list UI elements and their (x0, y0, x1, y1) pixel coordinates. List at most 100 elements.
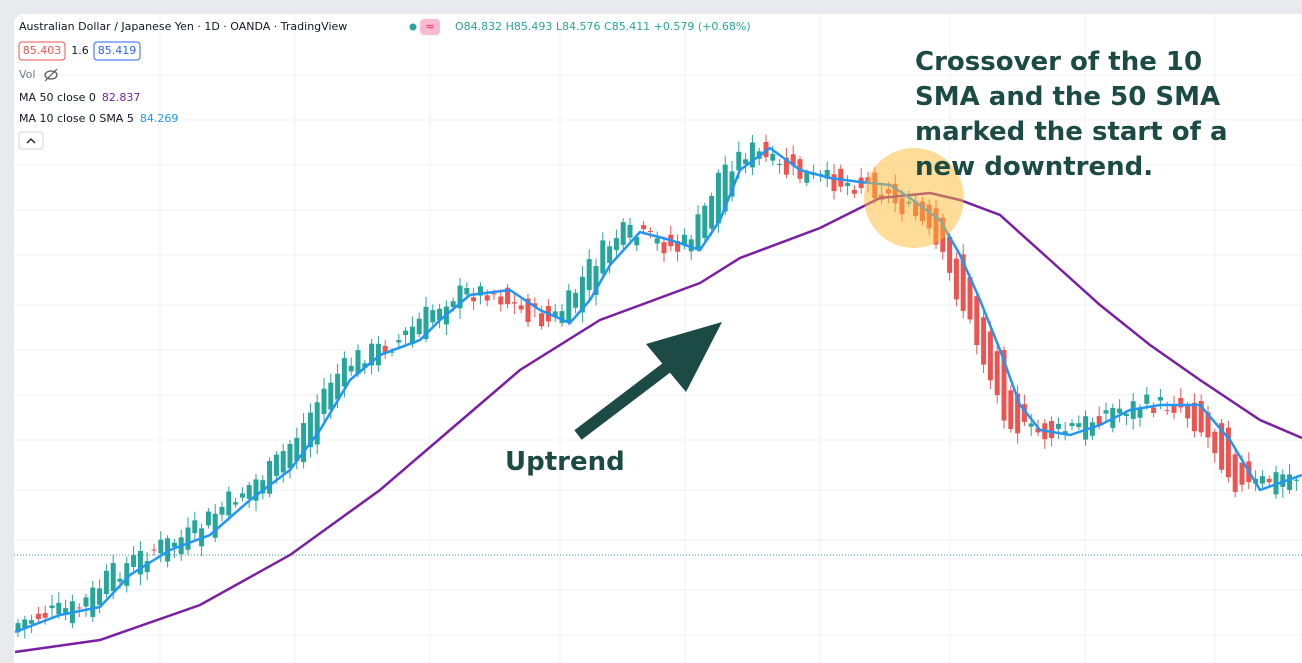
candle-body (185, 527, 191, 550)
candle-body (953, 258, 959, 300)
candle-body (770, 153, 776, 161)
candle-body (49, 605, 55, 609)
collapse-button[interactable] (18, 131, 44, 150)
bid-box[interactable] (18, 41, 66, 61)
candle-body (103, 570, 109, 595)
candle-body (1117, 408, 1123, 414)
candle-body (722, 164, 728, 212)
candle-body (212, 513, 218, 538)
candle-body (477, 286, 483, 296)
ohlc: O84.832 H85.493 L84.576 C85.411 +0.579 (… (455, 20, 751, 33)
candle-body (484, 295, 490, 301)
candle-body (314, 402, 320, 445)
candle-body (457, 285, 463, 309)
arrow-head (646, 322, 722, 392)
candle-body (1198, 400, 1204, 433)
candle-body (280, 451, 286, 473)
candle-body (1028, 423, 1034, 427)
ma50-label: MA 50 close 0 82.837 (19, 91, 140, 104)
candle-body (511, 302, 517, 304)
ask-box[interactable] (93, 41, 141, 61)
candle-body (620, 222, 626, 245)
candle-body (634, 237, 640, 246)
candle-body (437, 308, 443, 321)
candle-body (416, 318, 422, 335)
candle-body (1157, 397, 1163, 401)
candle-body (831, 174, 837, 192)
ma50-name: MA 50 close 0 (19, 91, 96, 104)
candle-body (824, 169, 830, 179)
candle-body (246, 485, 252, 499)
candle-body (783, 157, 789, 175)
candle-body (205, 511, 211, 526)
candle-body (1069, 423, 1075, 427)
crossover-annotation: Crossover of the 10 SMA and the 50 SMA mar… (915, 47, 1228, 182)
candle-body (552, 311, 558, 318)
ma50-line (14, 191, 1302, 654)
candle-body (341, 358, 347, 387)
candle-body (947, 237, 953, 273)
candle-body (1178, 398, 1184, 408)
candle-body (851, 189, 857, 194)
candle-body (974, 296, 980, 346)
candle-body (321, 388, 327, 414)
candle-body (1062, 431, 1068, 435)
candle-body (375, 343, 381, 366)
candle-body (675, 241, 681, 252)
candle-body (450, 301, 456, 308)
candle-body (260, 480, 266, 494)
candle-body (144, 561, 150, 573)
candle-body (1259, 476, 1265, 484)
hide-icon[interactable] (44, 68, 58, 82)
candle-body (743, 159, 749, 165)
candle-body (151, 549, 157, 551)
candle-body (267, 460, 273, 494)
crossover-highlight (864, 148, 964, 248)
candle-body (586, 259, 592, 290)
candle-body (709, 195, 715, 229)
candle-body (1212, 431, 1218, 454)
candle-body (1225, 427, 1231, 478)
candle-body (369, 343, 375, 366)
candle-body (539, 313, 545, 327)
candle-body (960, 254, 966, 311)
candle-body (688, 239, 694, 252)
candle-body (124, 563, 130, 586)
candle-body (715, 172, 721, 224)
candle-body (22, 619, 28, 629)
candle-body (1055, 423, 1061, 429)
candle-body (423, 306, 429, 340)
candle-body (233, 502, 239, 505)
candle-body (348, 365, 354, 372)
candle-body (967, 277, 973, 320)
candle-body (171, 542, 177, 548)
candle-body (253, 479, 259, 501)
candle-body (525, 298, 531, 323)
candle-body (117, 578, 123, 582)
candle-body (430, 310, 436, 323)
candle-body (90, 587, 96, 617)
candle-body (1035, 428, 1041, 433)
candle-body (600, 240, 606, 274)
candle-body (1232, 454, 1238, 492)
candle-body (1185, 405, 1191, 419)
candle-body (505, 287, 511, 305)
status-icon: ≈ (425, 20, 434, 33)
ma10-line (14, 146, 1302, 634)
candle-body (491, 293, 497, 295)
candle-body (226, 491, 232, 516)
candle-body (1266, 478, 1272, 483)
candle-body (35, 613, 41, 620)
annotation-line: marked the start of a (915, 117, 1228, 147)
candle-body (579, 276, 585, 313)
candle-body (403, 330, 409, 336)
candle-body (1021, 404, 1027, 422)
candle-body (559, 311, 565, 324)
candle-body (1049, 420, 1055, 439)
candle-body (29, 620, 35, 624)
candle-body (1123, 413, 1129, 417)
candle-body (328, 382, 334, 410)
candle-body (1096, 416, 1102, 426)
candle-body (654, 238, 660, 244)
